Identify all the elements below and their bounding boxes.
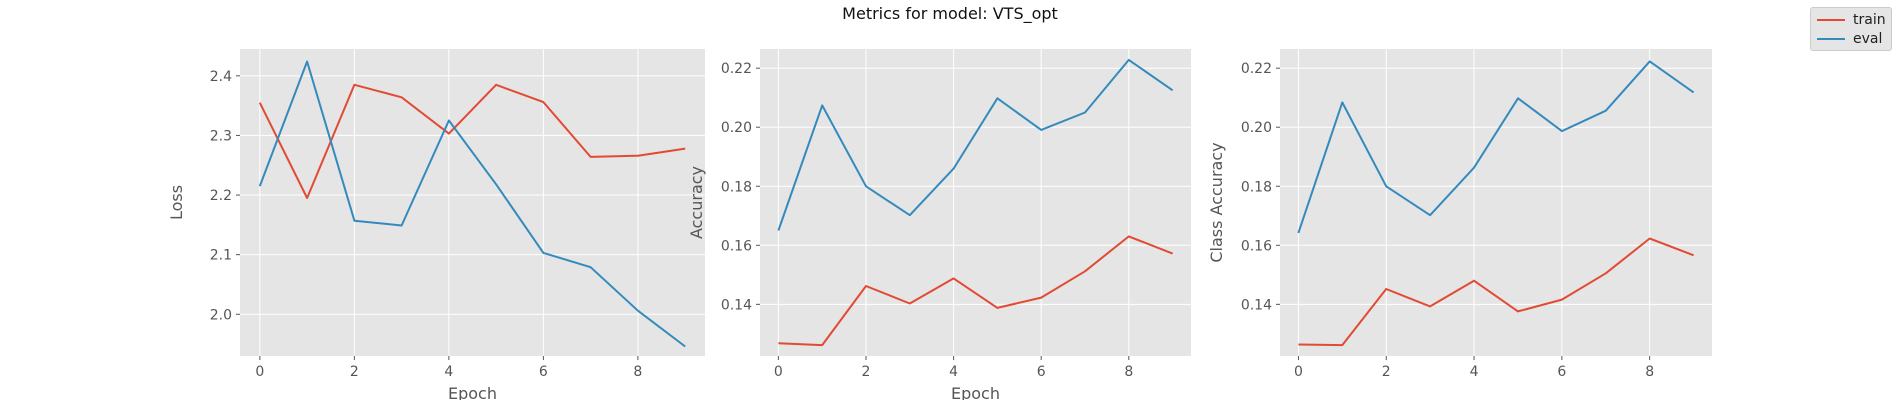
x-tick-label: 0: [774, 364, 783, 380]
x-tick-label: 0: [1294, 364, 1303, 380]
y-tick-label: 0.20: [1241, 120, 1272, 136]
y-tick-label: 2.4: [210, 69, 232, 85]
subplot-1: 0 2 4 6 8 2.0 2.1 2.2 2.3 2.4 Epoch Loss: [167, 49, 705, 400]
legend-label-eval: eval: [1853, 31, 1883, 47]
series-line-eval: [1297, 60, 1695, 234]
y-tick-label: 0.14: [1241, 297, 1272, 313]
y-tick-label: 2.3: [210, 128, 232, 144]
y-tick-label: 0.16: [721, 238, 752, 254]
x-tick-label: 2: [1382, 364, 1391, 380]
x-axis-label: Epoch: [448, 384, 497, 400]
y-tick-label: 0.16: [1241, 238, 1272, 254]
x-tick-label: 4: [1470, 364, 1479, 380]
y-axis-label: Accuracy: [687, 166, 706, 239]
figure-title: Metrics for model: VTS_opt: [842, 4, 1058, 23]
legend-swatch-eval: [1817, 38, 1845, 40]
y-tick-label: 0.14: [721, 297, 752, 313]
series-line-train: [1298, 237, 1694, 347]
legend-swatch-train: [1817, 19, 1845, 21]
x-tick-label: 6: [1557, 364, 1566, 380]
x-tick-label: 8: [1645, 364, 1654, 380]
x-tick-label: 6: [1037, 364, 1046, 380]
plot-area: [1280, 49, 1712, 356]
y-tick-label: 0.22: [721, 61, 752, 77]
y-axis-label: Class Accuracy: [1207, 142, 1226, 262]
legend-item-eval: eval: [1817, 30, 1882, 48]
plot-area: [240, 49, 705, 356]
subplot-3: 0 2 4 6 8 0.14 0.16 0.18 0.20 0.22 Class Accuracy: [1207, 49, 1712, 380]
x-tick-label: 8: [1124, 364, 1133, 380]
legend-item-train: train: [1817, 11, 1886, 29]
subplot-2: 0 2 4 6 8 0.14 0.16 0.18 0.20 0.22 Epoch Accuracy: [687, 49, 1191, 400]
y-tick-label: 2.0: [210, 307, 232, 323]
y-axis-label: Loss: [167, 185, 186, 220]
y-tick-label: 0.22: [1241, 61, 1272, 77]
series-line-eval: [258, 60, 686, 348]
x-tick-label: 4: [949, 364, 958, 380]
x-tick-label: 4: [444, 364, 453, 380]
x-tick-label: 0: [255, 364, 264, 380]
x-axis-label: Epoch: [951, 384, 1000, 400]
x-tick-label: 2: [350, 364, 359, 380]
legend: train eval: [1810, 7, 1892, 51]
series-line-eval: [777, 58, 1174, 231]
legend-label-train: train: [1853, 12, 1886, 28]
y-tick-label: 0.18: [721, 179, 752, 195]
plot-area: [760, 49, 1191, 356]
x-tick-label: 8: [633, 364, 642, 380]
series-line-train: [778, 235, 1173, 347]
y-tick-label: 2.2: [210, 188, 232, 204]
y-tick-label: 0.20: [721, 120, 752, 136]
y-tick-label: 2.1: [210, 248, 232, 264]
x-tick-label: 6: [539, 364, 548, 380]
x-tick-label: 2: [862, 364, 871, 380]
y-tick-label: 0.18: [1241, 179, 1272, 195]
